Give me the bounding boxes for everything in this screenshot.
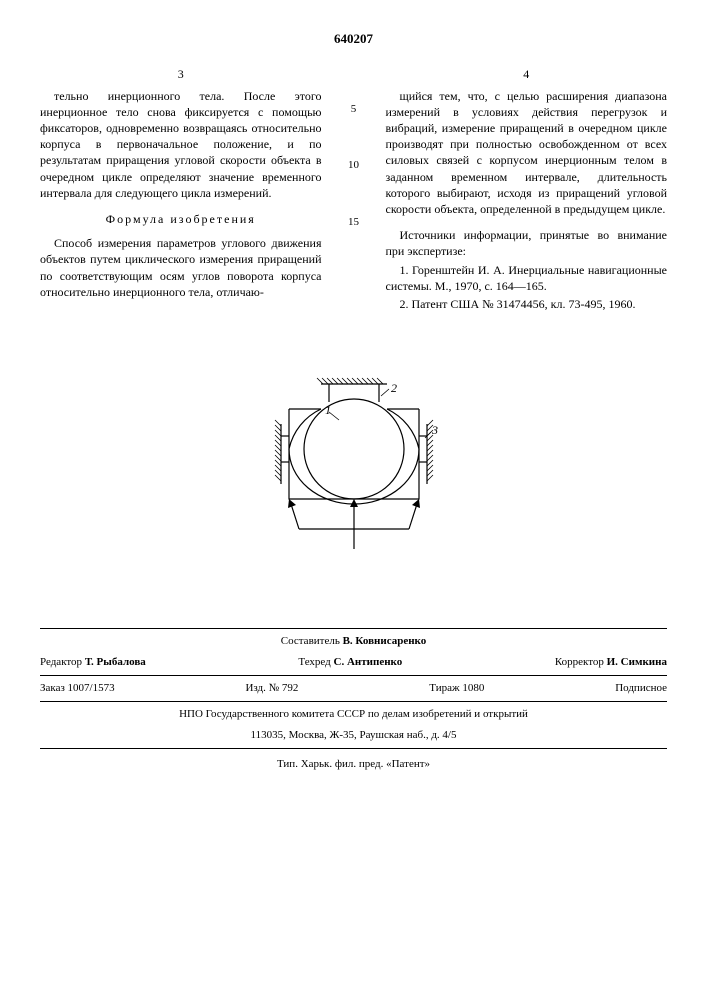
left-paragraph-1: тельно инерционного тела. После этого ин… (40, 88, 322, 201)
figure: 1 2 3 (40, 354, 667, 558)
izd-number: Изд. № 792 (245, 681, 298, 696)
formula-title: Формула изобретения (40, 211, 322, 227)
source-1: 1. Горенштейн И. А. Инерциальные навигац… (386, 262, 668, 294)
corrector-label: Корректор (555, 656, 604, 668)
left-column: 3 тельно инерционного тела. После этого … (40, 66, 322, 315)
left-paragraph-2: Способ измерения параметров углового дви… (40, 235, 322, 300)
credits-row: Редактор Т. Рыбалова Техред С. Антипенко… (40, 652, 667, 673)
printer-line: Тип. Харьк. фил. пред. «Патент» (40, 757, 667, 772)
line-num-5: 5 (351, 102, 357, 117)
tirazh: Тираж 1080 (429, 681, 484, 696)
corrector-name: И. Симкина (607, 656, 667, 668)
line-num-15: 15 (348, 215, 359, 230)
line-numbers: 5 10 15 (346, 66, 362, 315)
podpisnoe: Подписное (615, 681, 667, 696)
editor-name: Т. Рыбалова (85, 656, 146, 668)
svg-text:3: 3 (431, 423, 438, 437)
footer: Составитель В. Ковнисаренко Редактор Т. … (40, 628, 667, 771)
right-paragraph-1: щийся тем, что, с целью расширения диапа… (386, 88, 668, 218)
right-col-number: 4 (386, 66, 668, 82)
org-name: НПО Государственного комитета СССР по де… (40, 704, 667, 725)
svg-text:2: 2 (391, 381, 397, 395)
editor-label: Редактор (40, 656, 82, 668)
source-2: 2. Патент США № 31474456, кл. 73-495, 19… (386, 296, 668, 312)
left-col-number: 3 (40, 66, 322, 82)
compiler-row: Составитель В. Ковнисаренко (40, 631, 667, 652)
techred-name: С. Антипенко (334, 656, 403, 668)
sources-title: Источники информации, принятые во вниман… (386, 227, 668, 259)
right-column: 4 щийся тем, что, с целью расширения диа… (386, 66, 668, 315)
print-row: Заказ 1007/1573 Изд. № 792 Тираж 1080 По… (40, 678, 667, 699)
line-num-10: 10 (348, 158, 359, 173)
text-columns: 3 тельно инерционного тела. После этого … (40, 66, 667, 315)
techred-label: Техред (298, 656, 330, 668)
patent-number: 640207 (40, 30, 667, 48)
svg-text:1: 1 (325, 403, 331, 417)
compiler-label: Составитель (281, 635, 340, 647)
order-number: Заказ 1007/1573 (40, 681, 115, 696)
figure-svg: 1 2 3 (249, 354, 459, 554)
compiler-name: В. Ковнисаренко (343, 635, 427, 647)
org-address: 113035, Москва, Ж-35, Раушская наб., д. … (40, 725, 667, 746)
